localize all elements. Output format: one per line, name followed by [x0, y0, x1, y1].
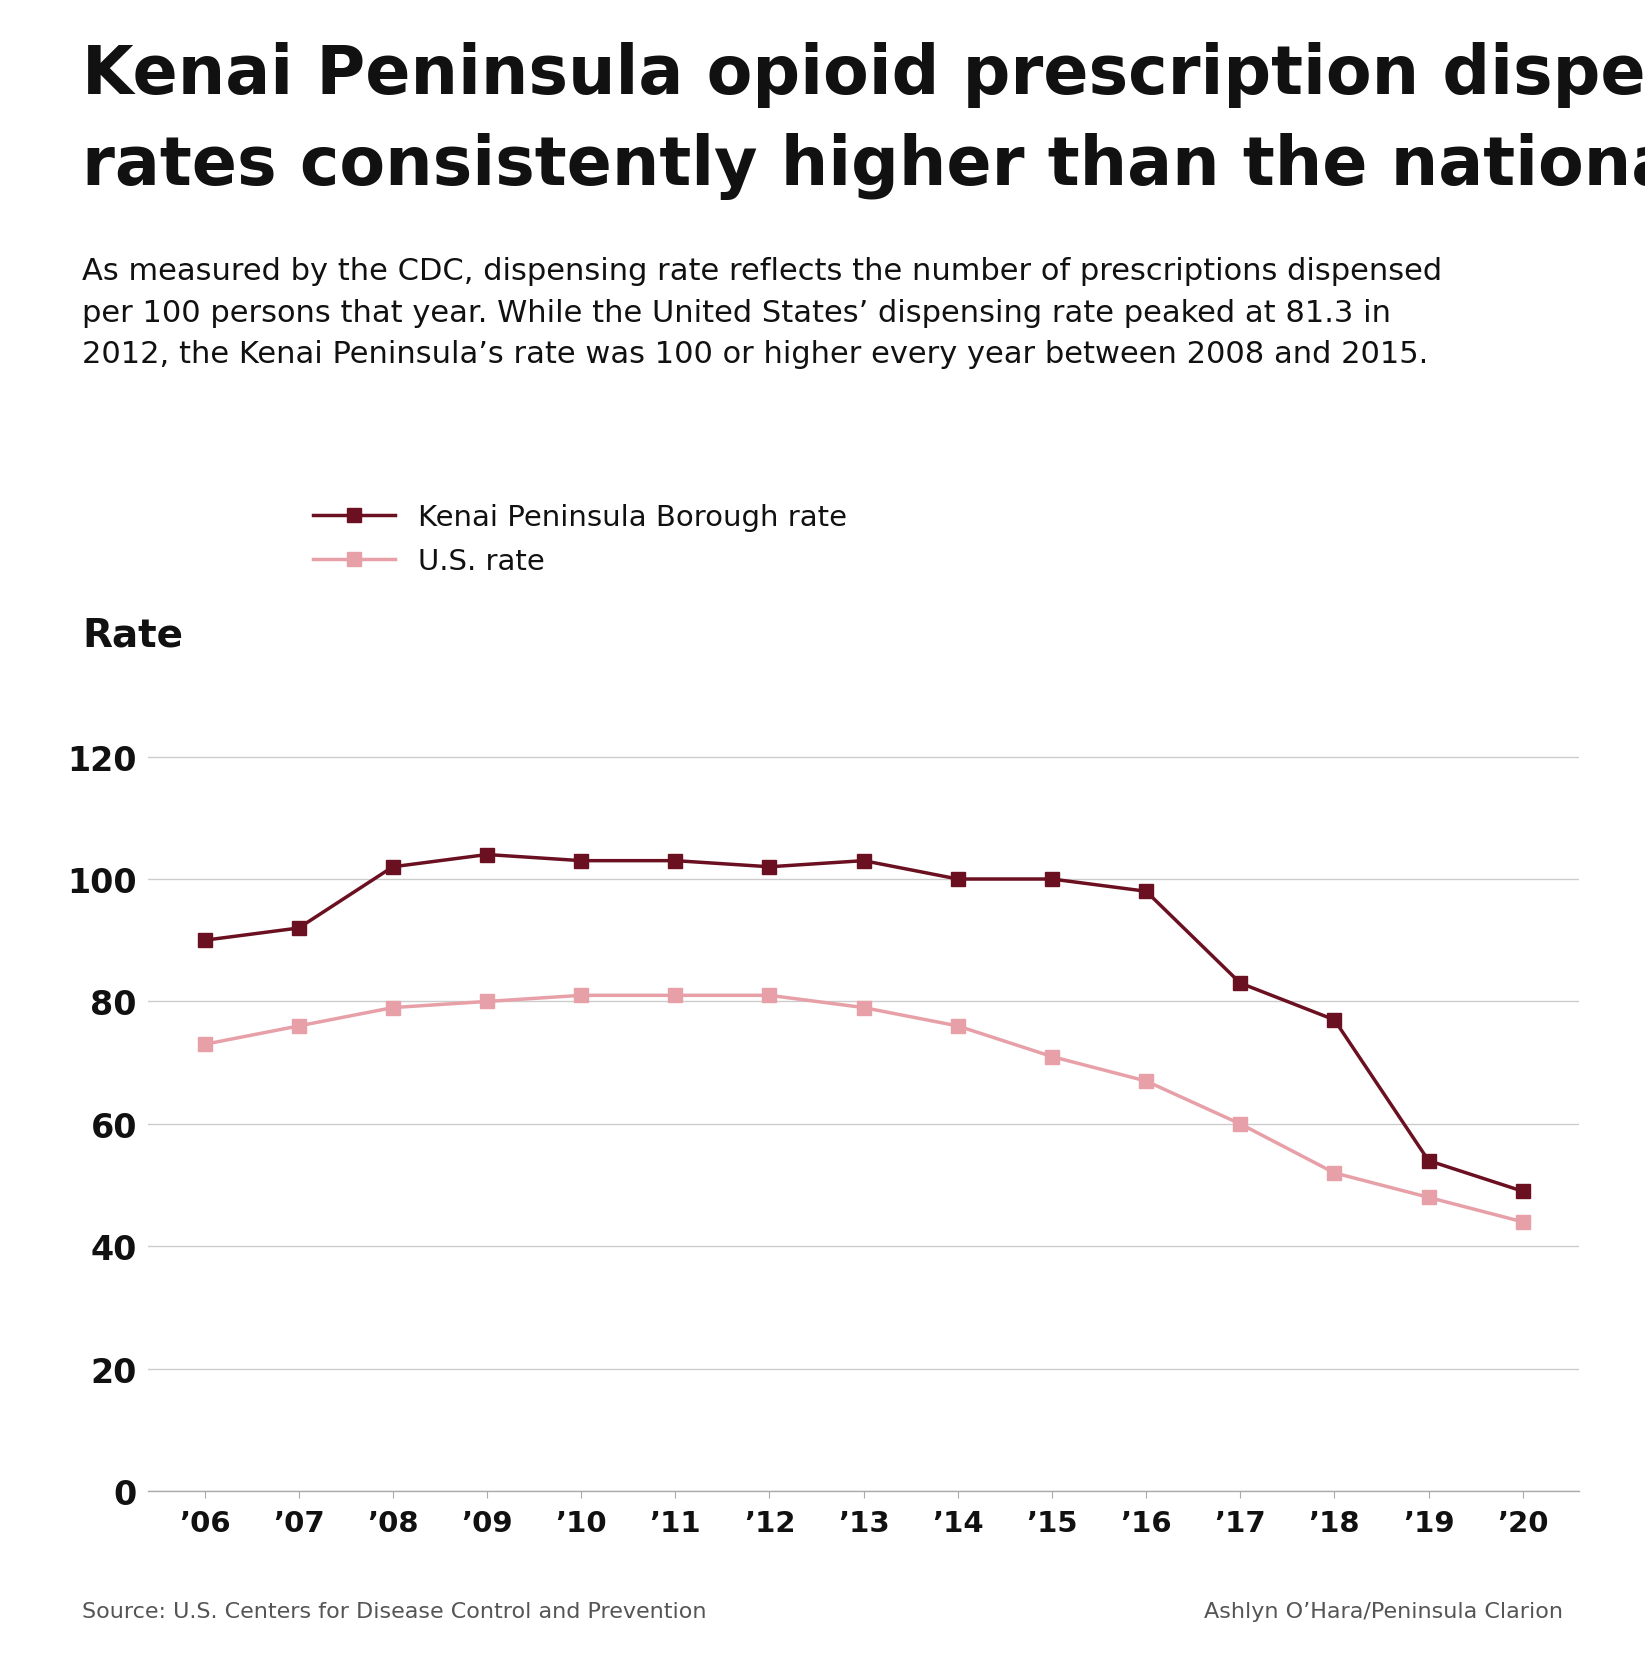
- Text: Rate: Rate: [82, 616, 183, 655]
- Legend: Kenai Peninsula Borough rate, U.S. rate: Kenai Peninsula Borough rate, U.S. rate: [313, 504, 847, 575]
- Text: Kenai Peninsula opioid prescription dispensing: Kenai Peninsula opioid prescription disp…: [82, 41, 1645, 108]
- Text: Ashlyn O’Hara/Peninsula Clarion: Ashlyn O’Hara/Peninsula Clarion: [1204, 1601, 1563, 1621]
- Text: Source: U.S. Centers for Disease Control and Prevention: Source: U.S. Centers for Disease Control…: [82, 1601, 707, 1621]
- Text: As measured by the CDC, dispensing rate reflects the number of prescriptions dis: As measured by the CDC, dispensing rate …: [82, 257, 1443, 370]
- Text: rates consistently higher than the national average: rates consistently higher than the natio…: [82, 133, 1645, 199]
